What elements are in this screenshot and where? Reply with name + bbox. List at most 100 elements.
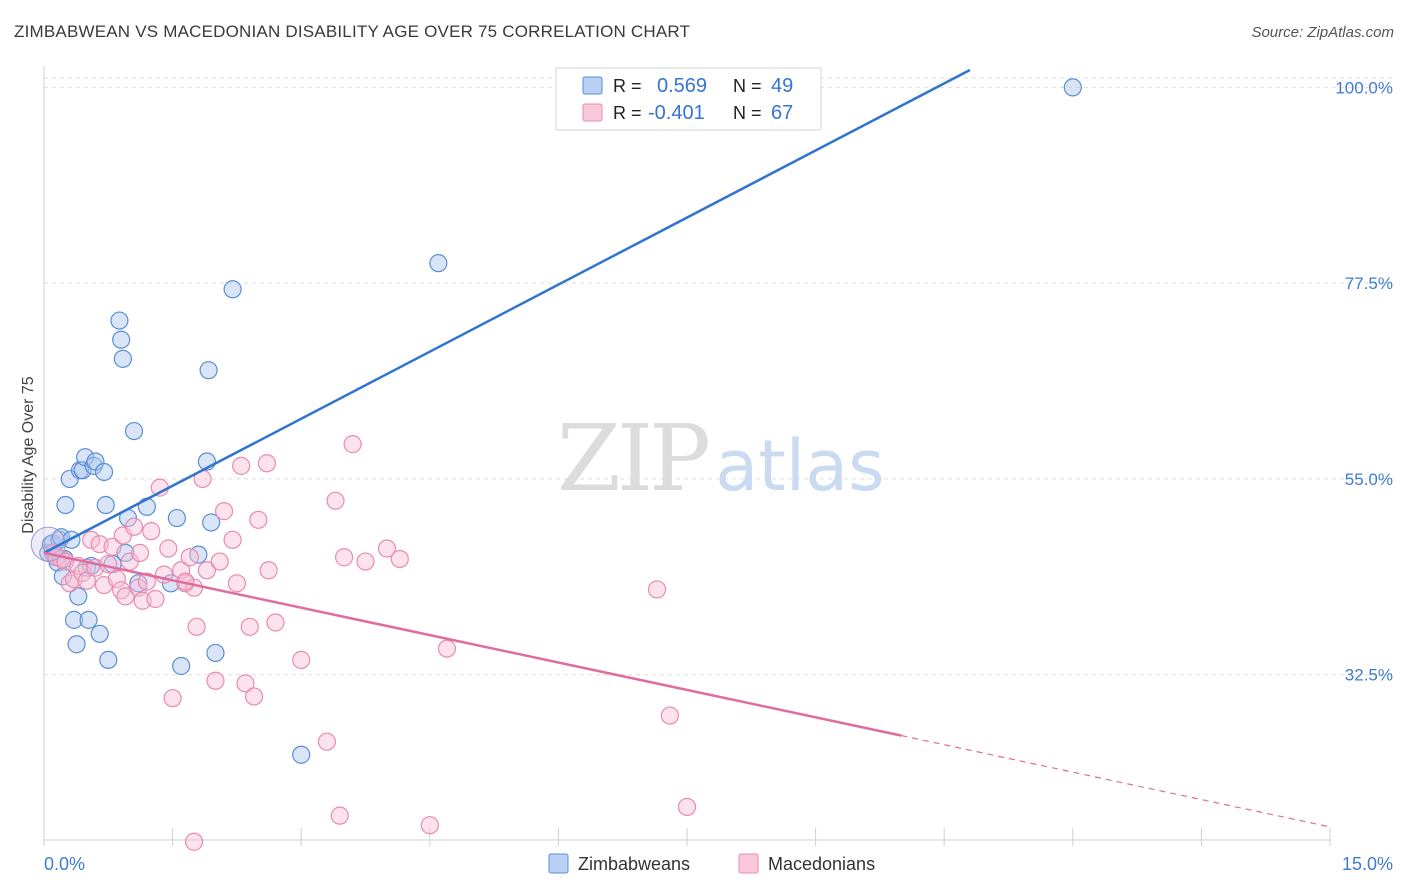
data-point <box>112 330 131 349</box>
data-point <box>202 513 221 532</box>
data-points <box>30 78 1082 851</box>
data-point <box>110 311 129 330</box>
trend-line-zimbabweans <box>43 68 971 554</box>
data-point <box>142 522 161 541</box>
data-point <box>206 643 225 663</box>
data-point <box>124 517 144 536</box>
trend-line-extension-macedonians <box>901 735 1331 828</box>
tick-labels: 100.0% 77.5% 55.0% 32.5% 0.0% 15.0% <box>44 78 1393 874</box>
legend-r-label-2: R = <box>613 103 642 123</box>
data-point <box>99 650 118 669</box>
data-point <box>257 454 277 473</box>
data-point <box>292 745 311 764</box>
watermark-zip: ZIP <box>557 405 708 512</box>
x-tick-label-min: 0.0% <box>44 854 85 874</box>
data-point <box>1063 78 1082 97</box>
data-point <box>259 561 278 580</box>
data-point <box>647 580 667 599</box>
data-point <box>199 361 218 380</box>
gridlines <box>44 77 1395 676</box>
data-point <box>187 617 206 636</box>
legend-r-value-1: 0.569 <box>657 75 707 97</box>
data-point <box>677 797 697 817</box>
chart-source: Source: ZipAtlas.com <box>1251 24 1394 41</box>
data-point <box>292 650 311 669</box>
legend-r-value-2: -0.401 <box>648 102 705 124</box>
data-point <box>437 639 457 658</box>
data-point <box>326 491 345 510</box>
data-point <box>210 552 229 571</box>
trend-line-macedonians <box>43 551 902 737</box>
data-point <box>223 280 242 299</box>
data-point <box>107 569 126 589</box>
cluster-point <box>30 526 66 562</box>
data-point <box>197 561 216 580</box>
y-tick-label: 32.5% <box>1345 666 1393 685</box>
data-point <box>660 706 679 725</box>
x-tick-label-max: 15.0% <box>1342 854 1393 874</box>
data-point <box>356 552 375 571</box>
data-point <box>232 456 251 475</box>
data-point <box>116 587 135 606</box>
data-point <box>137 497 156 516</box>
data-point <box>180 548 199 567</box>
data-point <box>223 530 242 549</box>
series-macedonians-points <box>43 435 697 851</box>
legend-label-macedonians: Macedonians <box>768 854 875 874</box>
data-point <box>159 539 178 558</box>
data-point <box>56 495 75 515</box>
legend-swatch-zimbabweans <box>582 76 603 95</box>
watermark: ZIP atlas <box>557 405 885 512</box>
data-point <box>390 549 409 569</box>
legend-swatch-macedonians-bottom <box>738 853 759 874</box>
data-point <box>330 806 349 825</box>
data-point <box>172 656 191 676</box>
data-point <box>69 587 88 606</box>
data-point <box>236 674 255 693</box>
data-point <box>167 508 186 528</box>
y-tick-label: 100.0% <box>1335 78 1393 97</box>
chart-title: ZIMBABWEAN VS MACEDONIAN DISABILITY AGE … <box>14 22 691 41</box>
watermark-atlas: atlas <box>715 425 884 507</box>
series-legend: Zimbabweans Macedonians <box>548 853 875 874</box>
legend-n-value-1: 49 <box>771 75 793 97</box>
data-point <box>137 572 156 591</box>
legend-swatch-macedonians <box>582 103 603 122</box>
y-axis-label: Disability Age Over 75 <box>20 376 37 534</box>
data-point <box>103 537 122 556</box>
data-point <box>227 574 246 593</box>
data-point <box>96 495 115 515</box>
y-tick-label: 55.0% <box>1345 470 1393 489</box>
data-point <box>94 462 114 482</box>
trend-lines <box>43 68 1331 828</box>
data-point <box>90 624 109 643</box>
data-point <box>113 349 132 368</box>
data-point <box>146 589 165 609</box>
data-point <box>79 610 98 629</box>
y-tick-label: 77.5% <box>1345 274 1393 293</box>
data-point <box>163 689 182 708</box>
data-point <box>377 539 397 558</box>
legend-label-zimbabweans: Zimbabweans <box>578 854 690 874</box>
data-point <box>77 571 96 590</box>
data-point <box>240 617 259 636</box>
data-point <box>82 530 101 549</box>
legend-swatch-zimbabweans-bottom <box>548 853 569 874</box>
data-point <box>266 613 285 632</box>
data-point <box>124 421 144 441</box>
data-point <box>420 816 439 835</box>
data-point <box>130 543 150 562</box>
data-point <box>334 548 354 567</box>
legend-r-label-1: R = <box>613 76 642 96</box>
data-point <box>67 635 86 654</box>
legend-n-label-2: N = <box>733 103 762 123</box>
legend-n-value-2: 67 <box>771 102 793 124</box>
data-point <box>206 671 225 690</box>
correlation-legend: R = 0.569 N = 49 R = -0.401 N = 67 <box>555 67 822 131</box>
data-point <box>249 510 268 529</box>
data-point <box>317 732 337 751</box>
data-point <box>429 254 448 273</box>
data-point <box>184 832 204 851</box>
data-point <box>214 502 234 521</box>
